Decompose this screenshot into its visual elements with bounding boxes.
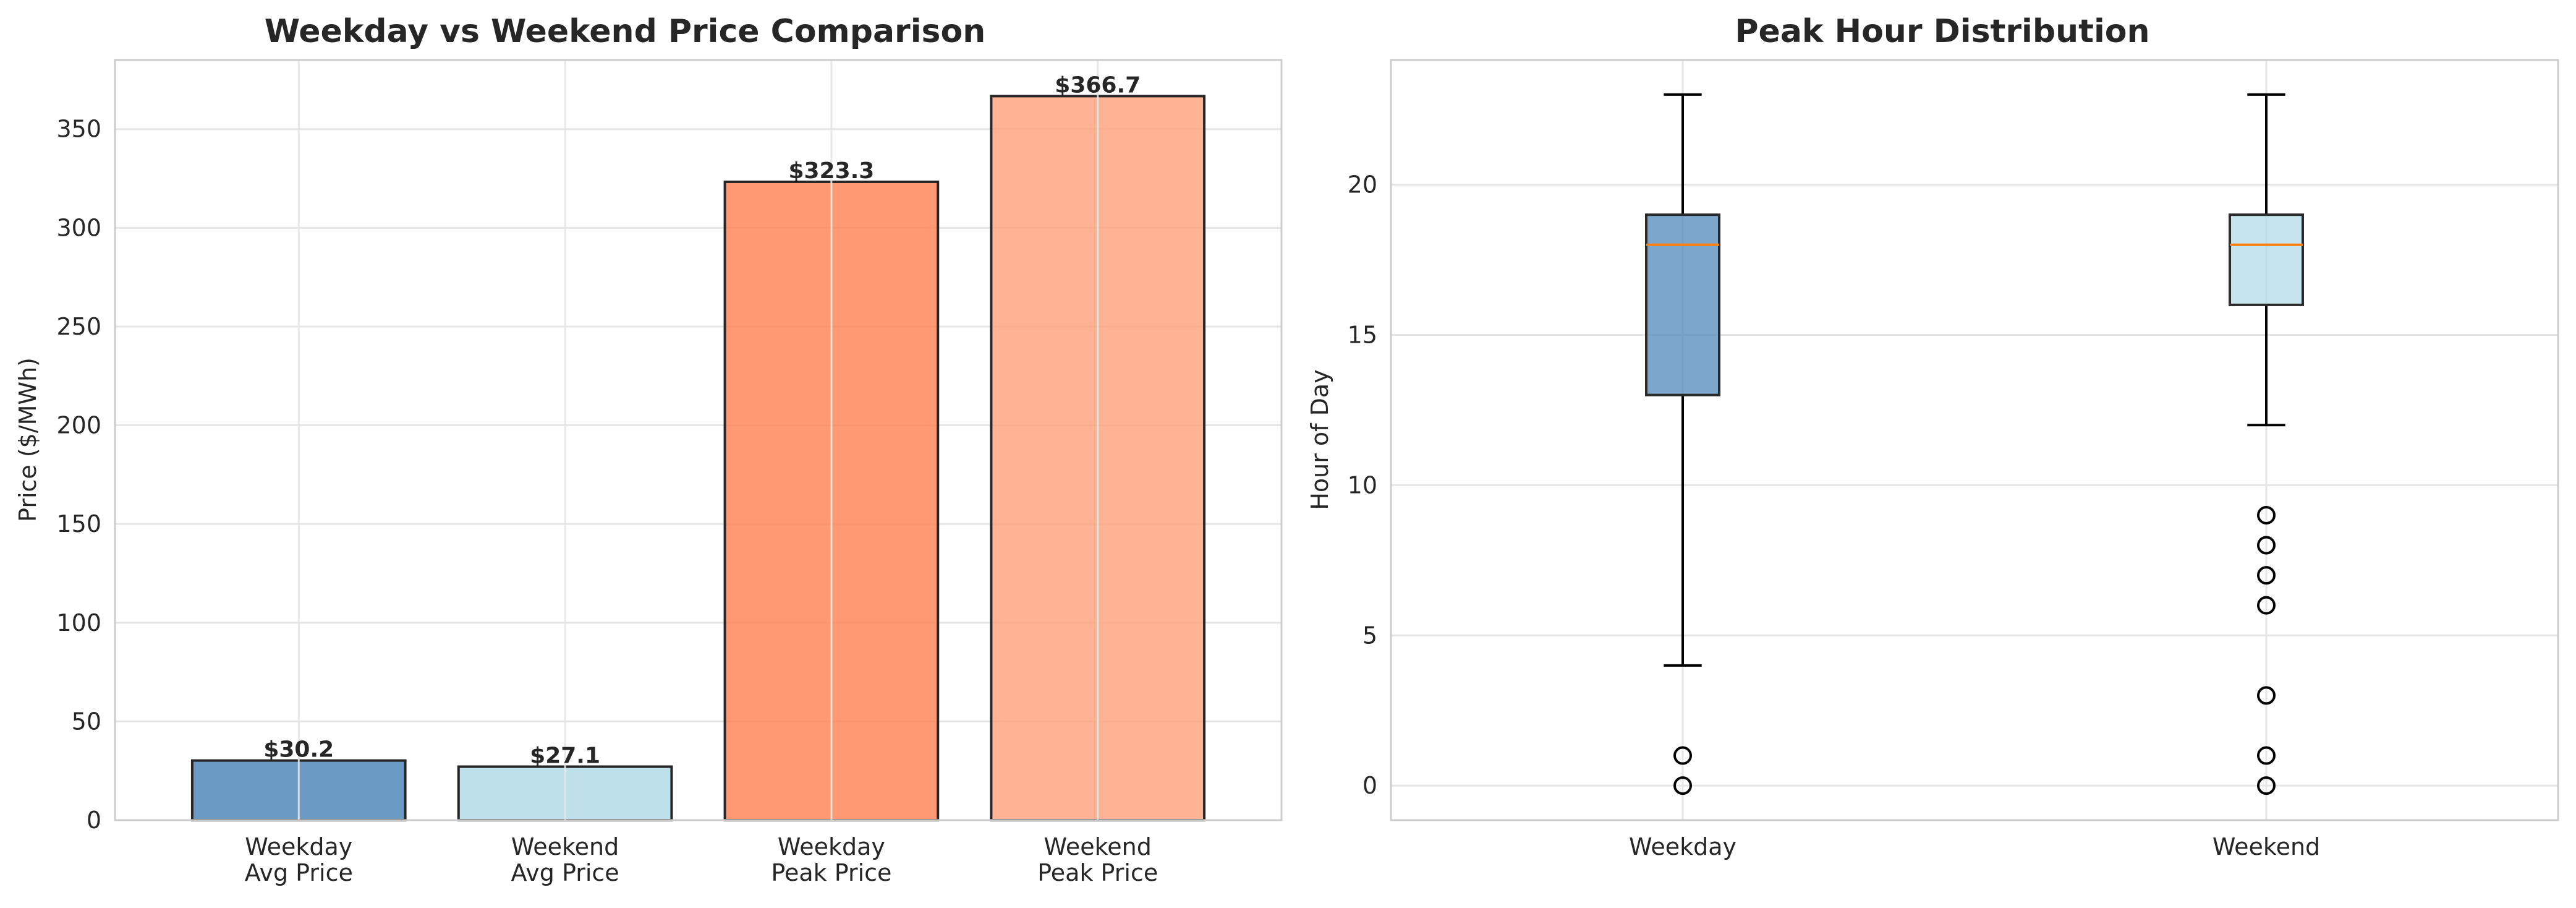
bar-chart-y-axis-label: Price ($/MWh)	[14, 358, 41, 522]
outlier-point	[2257, 536, 2276, 555]
bar-chart-y-tick-label: 350	[56, 116, 101, 143]
bar-chart-y-tick-label: 100	[56, 609, 101, 636]
bar-chart-data-labels: $30.2 $27.1 $323.3 $366.7	[263, 72, 1141, 768]
box-plot-frame	[1390, 59, 2559, 821]
bar-chart-x-tick-label: Weekday Avg Price	[245, 833, 353, 886]
bar-chart-x-tick-label: Weekend Peak Price	[1037, 833, 1158, 886]
box-plot-y-tick-label: 5	[1362, 622, 1377, 649]
box-plot-x-ticks: Weekday Weekend	[1629, 833, 2320, 860]
box-plot-y-ticks: 0 5 10 15 20	[1348, 171, 1377, 800]
outlier-point	[2257, 746, 2276, 765]
bar-chart-y-tick-label: 0	[87, 807, 101, 834]
bar-chart-y-tick-label: 300	[56, 214, 101, 241]
outlier-point	[1673, 776, 1692, 795]
box-plot-y-tick-label: 20	[1348, 171, 1377, 199]
outlier-point	[2257, 686, 2276, 705]
bar-chart-y-ticks: 0 50 100 150 200 250 300 350	[56, 116, 101, 834]
box	[2229, 213, 2304, 306]
box-plot-x-tick-label: Weekend	[2213, 833, 2320, 860]
box-plot-y-tick-label: 10	[1348, 471, 1377, 499]
box-plot-boxes	[1645, 93, 2304, 795]
outlier-point	[2257, 505, 2276, 525]
box-plot-title: Peak Hour Distribution	[1735, 13, 2149, 50]
bar-data-label: $323.3	[788, 158, 874, 184]
bar-chart-vertical-gridlines	[297, 60, 1099, 820]
bar-chart-y-tick-label: 50	[72, 708, 101, 735]
outlier-point	[2257, 566, 2276, 585]
bar-chart-x-tick-label: Weekend Avg Price	[511, 833, 619, 886]
bar-chart-panel: Weekday vs Weekend Price Comparison 0 50 1…	[14, 13, 1283, 886]
box-plot-gridlines	[1391, 184, 2558, 787]
box	[1645, 213, 1720, 396]
bar-chart-y-tick-label: 250	[56, 313, 101, 340]
bar-data-label: $30.2	[263, 737, 334, 763]
box-plot-x-tick-label: Weekday	[1629, 833, 1736, 860]
outlier-point	[2257, 596, 2276, 615]
bar-chart-y-tick-label: 200	[56, 412, 101, 439]
bar-chart-x-ticks: Weekday Avg Price Weekend Avg Price Weekday P…	[245, 833, 1158, 886]
outlier-point	[2257, 776, 2276, 795]
bar-chart-x-tick-label: Weekday Peak Price	[771, 833, 891, 886]
outlier-point	[1673, 746, 1692, 765]
bar-chart-title: Weekday vs Weekend Price Comparison	[265, 13, 985, 50]
bar-data-label: $27.1	[530, 743, 600, 768]
bar-chart-frame	[114, 59, 1283, 821]
bar-chart-y-tick-label: 150	[56, 510, 101, 538]
box-plot-y-tick-label: 15	[1348, 321, 1377, 348]
box-plot-y-tick-label: 0	[1362, 772, 1377, 799]
box-plot-y-axis-label: Hour of Day	[1306, 369, 1333, 510]
bar-data-label: $366.7	[1055, 72, 1141, 98]
